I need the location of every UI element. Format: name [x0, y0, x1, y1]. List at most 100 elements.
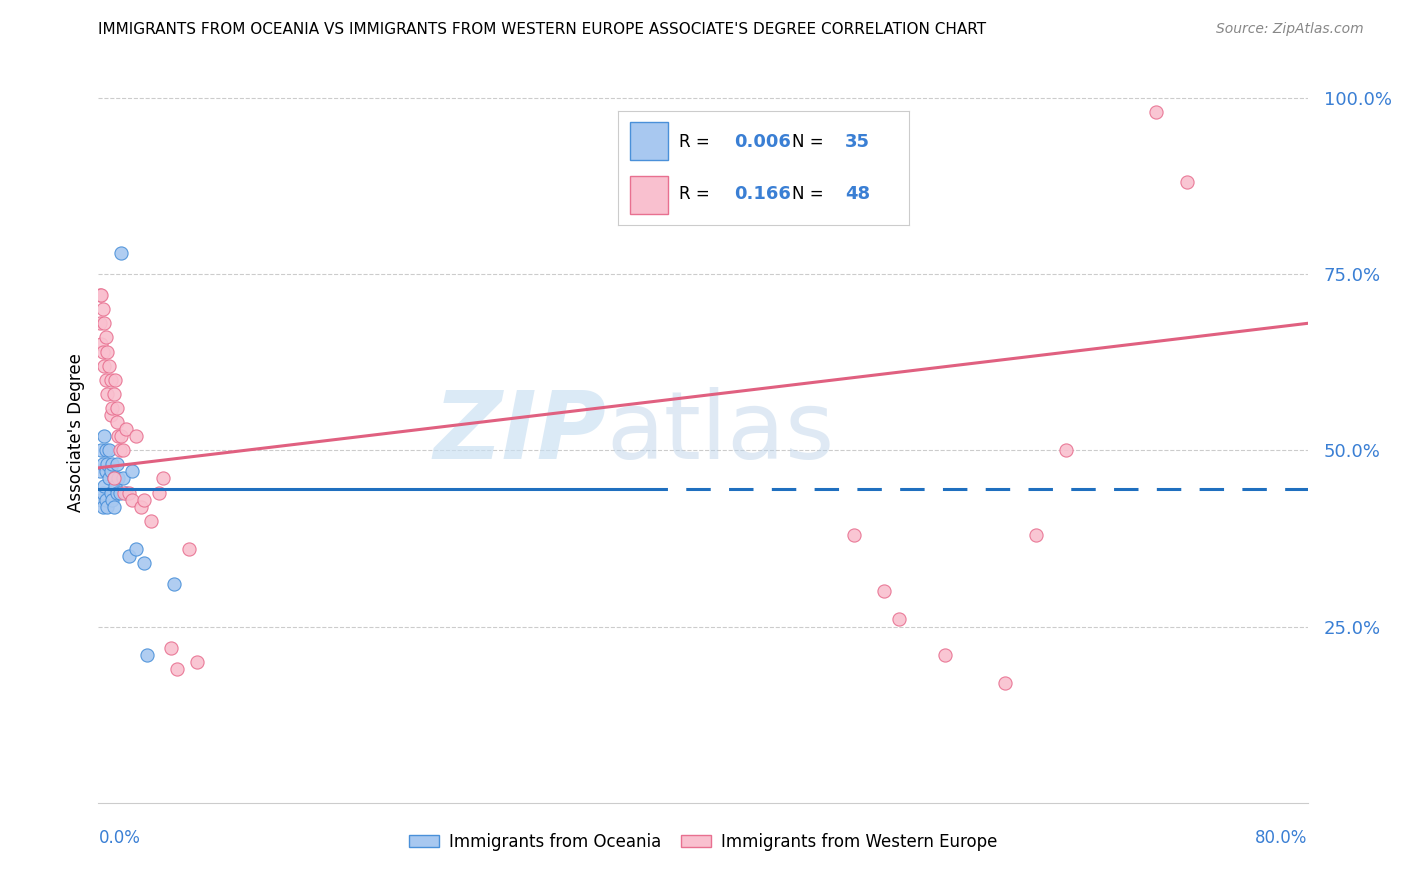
Bar: [630, 122, 668, 160]
Point: [101, 492, 124, 507]
Point: [96, 387, 118, 401]
Point: [118, 485, 141, 500]
Point: [112, 485, 135, 500]
Text: 80.0%: 80.0%: [1256, 829, 1308, 847]
Point: [100, 464, 122, 478]
Text: 0.166: 0.166: [734, 186, 792, 203]
Point: [100, 485, 122, 500]
Point: [91, 500, 114, 514]
Point: [105, 401, 128, 415]
Text: R =: R =: [679, 133, 710, 151]
Point: [166, 662, 188, 676]
Point: [1054, 443, 1077, 458]
Point: [152, 471, 174, 485]
Text: IMMIGRANTS FROM OCEANIA VS IMMIGRANTS FROM WESTERN EUROPE ASSOCIATE'S DEGREE COR: IMMIGRANTS FROM OCEANIA VS IMMIGRANTS FR…: [98, 22, 987, 37]
Point: [103, 387, 125, 401]
Point: [91, 458, 114, 472]
Point: [148, 485, 170, 500]
Text: N =: N =: [793, 186, 824, 203]
Point: [91, 344, 114, 359]
Point: [103, 471, 125, 485]
Point: [107, 471, 129, 485]
Point: [1144, 104, 1167, 119]
Legend: Immigrants from Oceania, Immigrants from Western Europe: Immigrants from Oceania, Immigrants from…: [402, 826, 1004, 857]
Point: [111, 471, 134, 485]
Point: [179, 541, 201, 556]
Point: [135, 648, 157, 662]
Text: ZIP: ZIP: [433, 386, 606, 479]
Point: [93, 478, 115, 492]
Point: [94, 373, 117, 387]
Point: [121, 492, 143, 507]
Point: [160, 640, 183, 655]
Point: [105, 458, 128, 472]
Point: [93, 316, 115, 330]
Point: [105, 415, 128, 429]
Point: [111, 443, 134, 458]
Point: [110, 429, 132, 443]
Point: [132, 492, 155, 507]
Point: [103, 500, 125, 514]
Point: [90, 337, 112, 351]
Point: [98, 443, 121, 458]
Point: [934, 648, 956, 662]
Point: [125, 541, 148, 556]
Point: [994, 676, 1017, 690]
Point: [91, 302, 114, 317]
Point: [93, 359, 115, 373]
Point: [125, 429, 148, 443]
Point: [873, 584, 896, 599]
Point: [844, 528, 866, 542]
Point: [108, 443, 131, 458]
Text: Source: ZipAtlas.com: Source: ZipAtlas.com: [1216, 22, 1364, 37]
Text: N =: N =: [793, 133, 824, 151]
Point: [132, 556, 155, 570]
Point: [107, 429, 129, 443]
Point: [114, 422, 136, 436]
Text: R =: R =: [679, 186, 710, 203]
Point: [96, 344, 118, 359]
Bar: [630, 176, 668, 214]
Text: atlas: atlas: [606, 386, 835, 479]
Point: [90, 288, 112, 302]
Point: [96, 500, 118, 514]
Point: [186, 655, 208, 669]
Text: 48: 48: [845, 186, 870, 203]
Point: [104, 478, 127, 492]
Point: [101, 458, 124, 472]
Point: [94, 330, 117, 344]
Point: [94, 492, 117, 507]
Point: [101, 401, 124, 415]
Point: [121, 464, 143, 478]
Point: [105, 485, 128, 500]
Point: [93, 429, 115, 443]
Point: [103, 471, 125, 485]
Point: [96, 458, 118, 472]
Point: [94, 443, 117, 458]
Point: [98, 359, 121, 373]
Point: [89, 464, 111, 478]
Point: [889, 612, 911, 626]
Point: [98, 471, 121, 485]
Point: [108, 485, 131, 500]
Point: [118, 549, 141, 563]
Point: [89, 288, 111, 302]
Point: [91, 485, 114, 500]
Point: [90, 492, 112, 507]
Point: [104, 373, 127, 387]
Point: [100, 373, 122, 387]
Text: 0.0%: 0.0%: [98, 829, 141, 847]
Point: [114, 485, 136, 500]
Point: [141, 514, 163, 528]
Point: [100, 408, 122, 422]
Point: [1024, 528, 1046, 542]
Text: 35: 35: [845, 133, 870, 151]
Point: [129, 500, 152, 514]
Y-axis label: Associate's Degree: Associate's Degree: [66, 353, 84, 512]
Point: [110, 245, 132, 260]
Point: [1175, 175, 1198, 189]
Text: 0.006: 0.006: [734, 133, 792, 151]
Point: [89, 316, 111, 330]
Point: [163, 577, 186, 591]
Point: [94, 464, 117, 478]
